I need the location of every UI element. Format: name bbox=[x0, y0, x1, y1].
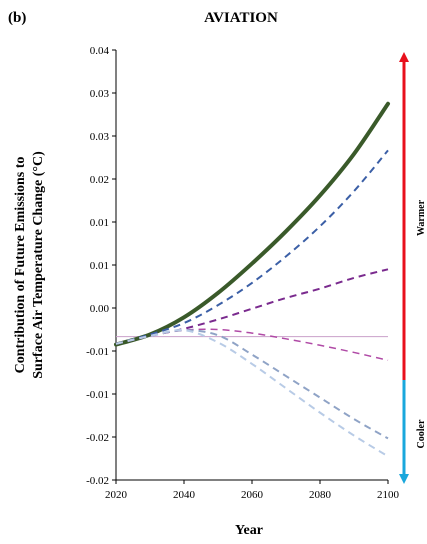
y-axis-label-line2: Surface Air Temperature Change (°C) bbox=[31, 151, 46, 379]
x-tick-label: 2080 bbox=[309, 489, 332, 501]
y-tick-label: -0.01 bbox=[86, 346, 109, 358]
x-tick-label: 2020 bbox=[105, 489, 128, 501]
y-tick-label: 0.01 bbox=[90, 260, 109, 272]
warmer-arrowhead bbox=[399, 52, 409, 62]
direction-arrows: Warmer Cooler bbox=[399, 52, 427, 484]
x-axis-label: Year bbox=[235, 523, 263, 538]
series-line-6 bbox=[115, 329, 389, 458]
y-tick-label: 0.03 bbox=[90, 131, 110, 143]
y-tick-label: 0.03 bbox=[90, 88, 110, 100]
cooler-arrowhead bbox=[399, 474, 409, 484]
y-tick-label: 0.04 bbox=[90, 45, 110, 57]
x-tick-label: 2040 bbox=[173, 489, 196, 501]
series-line-2 bbox=[115, 149, 389, 345]
y-tick-label: -0.02 bbox=[86, 432, 109, 444]
y-axis-label-line1: Contribution of Future Emissions to bbox=[13, 157, 28, 374]
y-tick-label: 0.02 bbox=[90, 174, 109, 186]
series-line-4 bbox=[115, 328, 389, 362]
y-tick-label: -0.01 bbox=[86, 389, 109, 401]
y-tick-label: 0.00 bbox=[90, 303, 110, 315]
x-tick-label: 2060 bbox=[241, 489, 264, 501]
y-tick-label: 0.01 bbox=[90, 217, 109, 229]
plot-area: 0.04 0.03 0.03 0.02 0.01 0.01 0.00 -0.01 -0.01 -0… bbox=[86, 45, 399, 501]
x-tick-label: 2100 bbox=[377, 489, 400, 501]
panel-label: (b) bbox=[8, 10, 26, 26]
warmer-label: Warmer bbox=[416, 199, 427, 236]
y-tick-label: -0.02 bbox=[86, 475, 109, 487]
chart-title: AVIATION bbox=[204, 10, 278, 26]
series-line-1 bbox=[114, 101, 390, 347]
cooler-label: Cooler bbox=[416, 419, 427, 448]
y-axis-label: Contribution of Future Emissions to Surf… bbox=[13, 151, 46, 379]
series-line-5 bbox=[115, 329, 389, 440]
